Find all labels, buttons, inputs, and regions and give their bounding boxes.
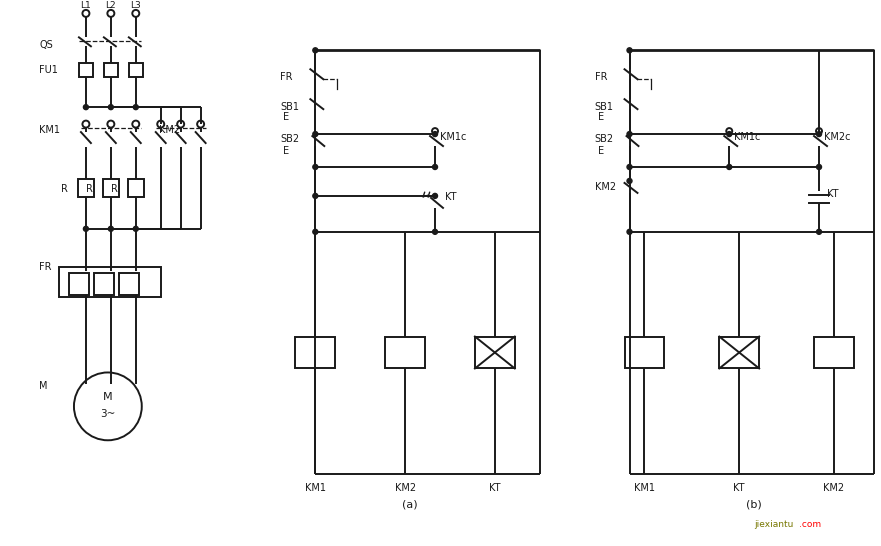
Circle shape [313,164,318,169]
Circle shape [313,229,318,234]
Text: KM1c: KM1c [440,132,466,142]
Text: .com: .com [799,520,821,529]
Circle shape [433,193,438,198]
Circle shape [817,229,821,234]
Text: L1: L1 [80,1,92,10]
Circle shape [108,105,114,110]
Text: FR: FR [595,72,607,82]
Circle shape [727,132,732,136]
Text: R: R [61,184,68,194]
Circle shape [433,164,438,169]
Bar [79,63,93,77]
Text: M: M [39,382,48,391]
Text: E: E [284,146,290,156]
Text: KM2: KM2 [395,483,416,493]
Text: E: E [597,112,603,122]
Bar [129,63,143,77]
Circle shape [433,132,438,136]
Circle shape [817,132,821,136]
Bar [104,63,118,77]
Circle shape [108,227,114,232]
Text: SB2: SB2 [280,134,300,144]
Text: KM1: KM1 [39,125,60,135]
Bar [119,272,139,295]
Circle shape [627,48,632,53]
Circle shape [817,164,821,169]
Text: FR: FR [280,72,292,82]
Text: 3~: 3~ [100,410,115,419]
Text: jiexiantu: jiexiantu [754,520,794,529]
Bar [814,336,854,369]
Text: (b): (b) [746,499,762,509]
Circle shape [313,132,318,136]
Text: M: M [103,393,113,402]
Bar [128,179,144,197]
Text: SB2: SB2 [595,134,614,144]
Circle shape [627,164,632,169]
Bar [625,336,664,369]
Bar [475,336,515,369]
Text: R: R [86,184,93,194]
Text: KM2: KM2 [159,125,180,135]
Circle shape [84,227,88,232]
Bar [719,336,759,369]
Text: E: E [597,146,603,156]
Bar [103,179,119,197]
Circle shape [133,105,138,110]
Text: KM2: KM2 [595,182,616,192]
Text: (a): (a) [403,499,418,509]
Bar [59,267,160,296]
Text: KM1: KM1 [305,483,326,493]
Text: KT: KT [734,483,745,493]
Text: R: R [111,184,118,194]
Circle shape [727,164,732,169]
Text: KT: KT [827,189,839,199]
Bar [94,272,114,295]
Circle shape [313,48,318,53]
Circle shape [133,227,138,232]
Text: KM1c: KM1c [734,132,760,142]
Circle shape [313,193,318,198]
Circle shape [627,229,632,234]
Circle shape [433,229,438,234]
Circle shape [627,132,632,136]
Text: L2: L2 [106,1,116,10]
Text: KM2: KM2 [824,483,845,493]
Text: QS: QS [39,40,53,50]
Text: KT: KT [445,192,456,202]
Text: L3: L3 [130,1,141,10]
Text: KM2c: KM2c [824,132,850,142]
Text: E: E [284,112,290,122]
Circle shape [84,105,88,110]
Bar [295,336,336,369]
Text: SB1: SB1 [595,102,613,112]
Bar [385,336,425,369]
Bar [69,272,89,295]
Text: KT: KT [489,483,500,493]
Text: FU1: FU1 [39,65,58,75]
Text: SB1: SB1 [280,102,300,112]
Circle shape [627,179,632,183]
Bar [78,179,94,197]
Text: KM1: KM1 [634,483,655,493]
Text: FR: FR [39,262,52,272]
